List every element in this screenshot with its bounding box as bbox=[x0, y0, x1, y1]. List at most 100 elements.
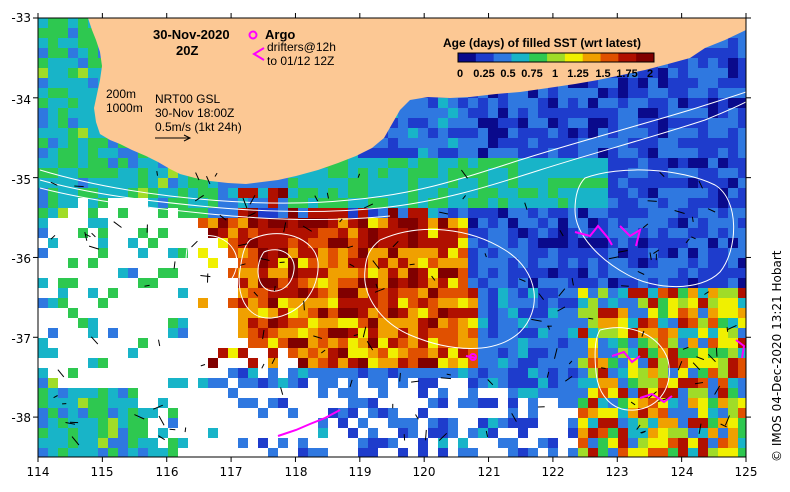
sst-age-cell bbox=[568, 98, 578, 108]
sst-age-cell bbox=[718, 288, 728, 298]
sst-age-cell bbox=[588, 168, 598, 178]
sst-age-cell bbox=[488, 348, 498, 358]
sst-age-cell bbox=[548, 148, 558, 158]
sst-age-cell bbox=[578, 428, 588, 438]
sst-age-cell bbox=[518, 118, 528, 128]
sst-age-cell bbox=[208, 178, 218, 188]
sst-age-cell bbox=[118, 278, 128, 288]
sst-age-cell bbox=[728, 418, 738, 428]
sst-age-cell bbox=[138, 338, 148, 348]
sst-age-cell bbox=[78, 368, 88, 378]
current-vector bbox=[415, 414, 419, 420]
sst-age-cell bbox=[138, 408, 148, 418]
sst-age-cell bbox=[48, 88, 58, 98]
current-vector bbox=[692, 362, 701, 371]
sst-age-cell bbox=[288, 318, 298, 328]
sst-age-cell bbox=[588, 98, 598, 108]
sst-age-cell bbox=[648, 238, 658, 248]
isobath-1000m-label: 1000m bbox=[106, 101, 143, 115]
sst-age-cell bbox=[598, 348, 608, 358]
sst-age-cell bbox=[68, 228, 78, 238]
sst-age-cell bbox=[368, 188, 378, 198]
sst-age-cell bbox=[448, 368, 458, 378]
sst-age-cell bbox=[68, 118, 78, 128]
sst-age-cell bbox=[708, 338, 718, 348]
sst-age-cell bbox=[228, 308, 238, 318]
sst-age-cell bbox=[508, 408, 518, 418]
sst-age-cell bbox=[388, 288, 398, 298]
sst-age-cell bbox=[278, 188, 288, 198]
sst-age-cell bbox=[108, 218, 118, 228]
sst-age-cell bbox=[128, 218, 138, 228]
sst-age-cell bbox=[278, 408, 288, 418]
sst-age-cell bbox=[218, 428, 228, 438]
sst-age-cell bbox=[408, 378, 418, 388]
sst-age-cell bbox=[298, 408, 308, 418]
sst-age-cell bbox=[278, 258, 288, 268]
sst-age-cell bbox=[428, 398, 438, 408]
sst-age-cell bbox=[498, 188, 508, 198]
sst-age-cell bbox=[618, 418, 628, 428]
sst-age-cell bbox=[418, 438, 428, 448]
sst-age-cell bbox=[598, 358, 608, 368]
sst-age-cell bbox=[58, 148, 68, 158]
sst-age-cell bbox=[638, 408, 648, 418]
sst-age-cell bbox=[438, 408, 448, 418]
current-vector bbox=[636, 424, 641, 430]
sst-age-cell bbox=[368, 218, 378, 228]
sst-age-cell bbox=[458, 298, 468, 308]
sst-age-cell bbox=[388, 308, 398, 318]
sst-age-cell bbox=[318, 348, 328, 358]
sst-age-cell bbox=[648, 68, 658, 78]
sst-age-cell bbox=[198, 438, 208, 448]
sst-age-cell bbox=[158, 298, 168, 308]
sst-age-cell bbox=[448, 318, 458, 328]
sst-age-cell bbox=[88, 248, 98, 258]
sst-age-cell bbox=[718, 188, 728, 198]
sst-age-cell bbox=[48, 128, 58, 138]
current-vector bbox=[206, 175, 211, 185]
sst-age-cell bbox=[448, 228, 458, 238]
sst-age-cell bbox=[318, 298, 328, 308]
sst-age-cell bbox=[238, 408, 248, 418]
sst-age-cell bbox=[518, 148, 528, 158]
sst-age-cell bbox=[728, 388, 738, 398]
sst-age-cell bbox=[48, 378, 58, 388]
sst-age-cell bbox=[648, 358, 658, 368]
sst-age-cell bbox=[128, 378, 138, 388]
sst-age-cell bbox=[128, 318, 138, 328]
sst-age-cell bbox=[38, 298, 48, 308]
sst-age-cell bbox=[678, 198, 688, 208]
sst-age-cell bbox=[68, 18, 78, 28]
sst-age-cell bbox=[268, 378, 278, 388]
sst-age-cell bbox=[428, 298, 438, 308]
sst-age-cell bbox=[158, 428, 168, 438]
sst-age-cell bbox=[608, 188, 618, 198]
sst-age-cell bbox=[708, 78, 718, 88]
sst-age-cell bbox=[578, 368, 588, 378]
sst-age-cell bbox=[78, 128, 88, 138]
sst-age-cell bbox=[188, 388, 198, 398]
sst-age-cell bbox=[498, 158, 508, 168]
sst-age-cell bbox=[648, 178, 658, 188]
sst-age-cell bbox=[388, 428, 398, 438]
sst-age-cell bbox=[738, 118, 746, 128]
sst-age-cell bbox=[558, 278, 568, 288]
sst-age-cell bbox=[68, 58, 78, 68]
sst-age-cell bbox=[168, 218, 178, 228]
sst-age-cell bbox=[478, 298, 488, 308]
sst-age-cell bbox=[278, 178, 288, 188]
sst-age-cell bbox=[578, 188, 588, 198]
sst-age-cell bbox=[148, 238, 158, 248]
sst-age-cell bbox=[628, 88, 638, 98]
sst-age-cell bbox=[608, 238, 618, 248]
sst-age-cell bbox=[678, 368, 688, 378]
current-vector bbox=[280, 387, 284, 395]
sst-age-cell bbox=[408, 178, 418, 188]
sst-age-cell bbox=[548, 328, 558, 338]
sst-age-cell bbox=[588, 398, 598, 408]
sst-age-cell bbox=[608, 108, 618, 118]
sst-age-cell bbox=[598, 418, 608, 428]
sst-age-cell bbox=[38, 108, 48, 118]
sst-age-cell bbox=[588, 128, 598, 138]
